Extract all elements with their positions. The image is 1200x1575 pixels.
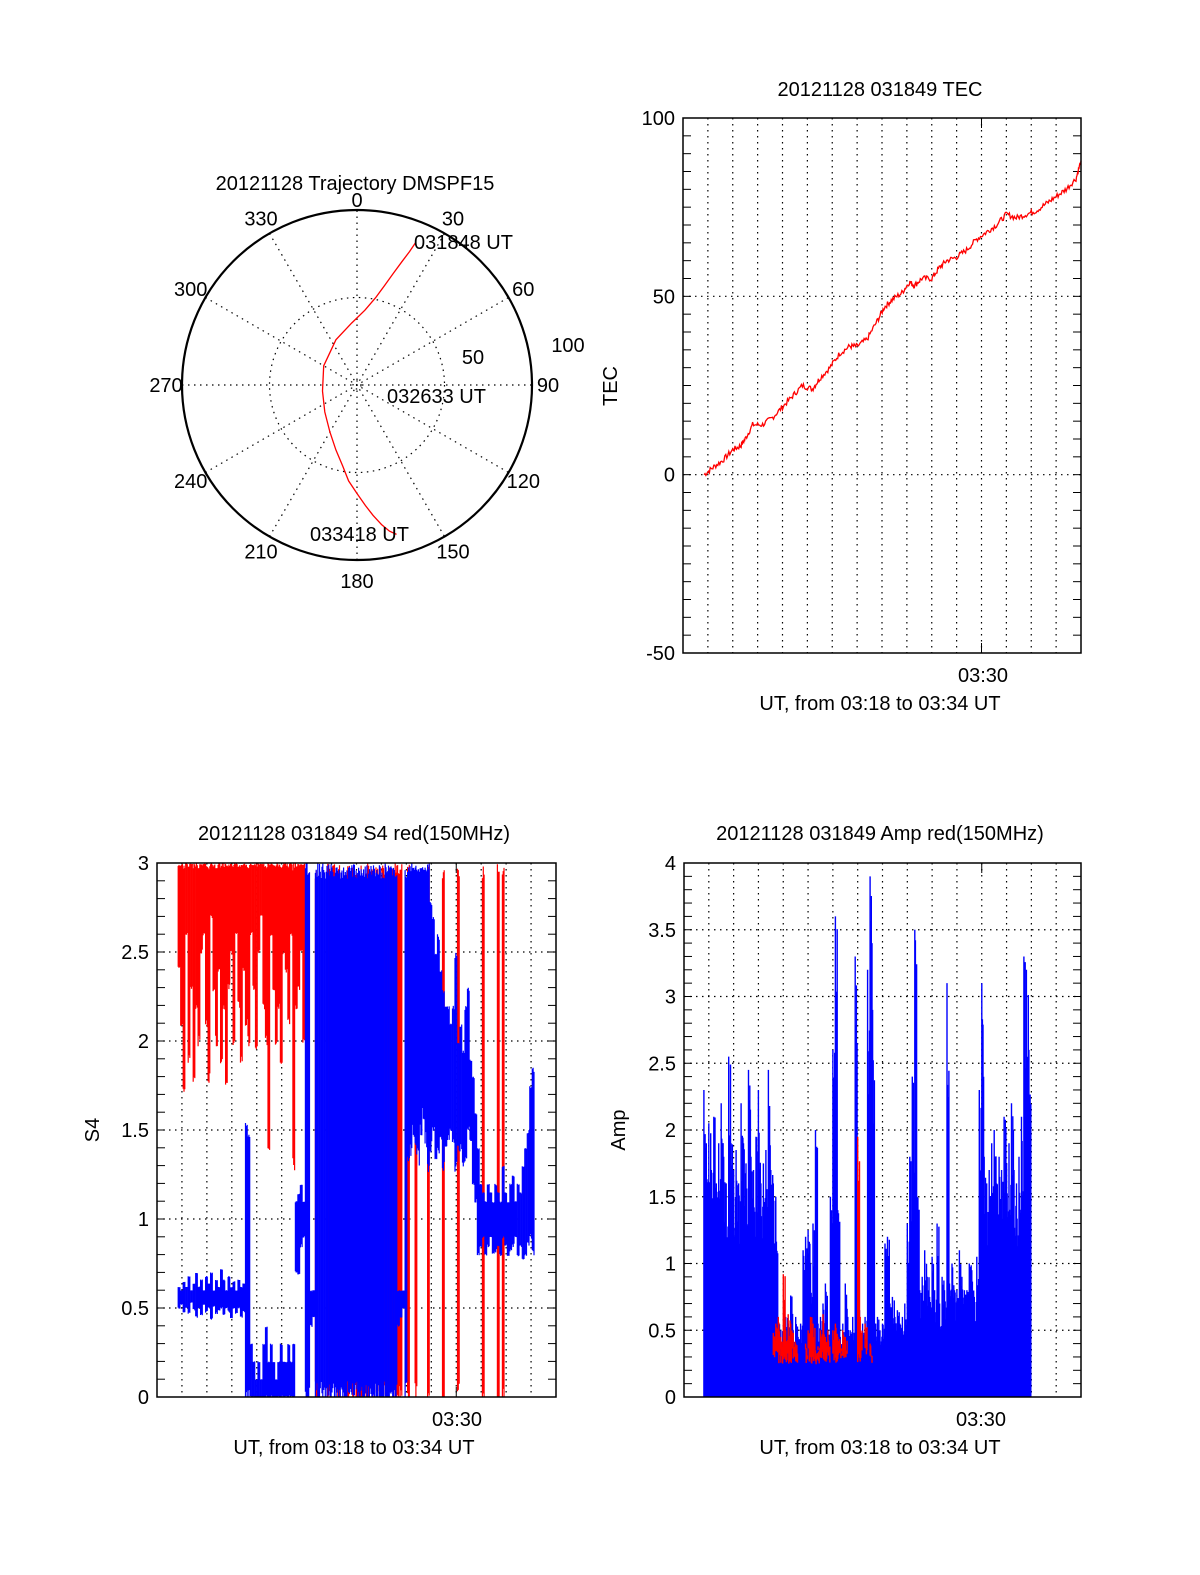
tec-y-tick-label: -50 bbox=[646, 643, 675, 665]
polar-azimuth-label: 210 bbox=[244, 541, 277, 563]
polar-annotation-mid: 032633 UT bbox=[387, 386, 486, 408]
amp-y-tick-label: 0.5 bbox=[648, 1320, 676, 1342]
tec-y-axis-label: TEC bbox=[600, 366, 622, 406]
amp-frame bbox=[683, 862, 1082, 1398]
polar-azimuth-label: 180 bbox=[340, 571, 373, 593]
polar-azimuth-label: 120 bbox=[507, 471, 540, 493]
s4-y-tick-label: 0 bbox=[138, 1387, 149, 1409]
polar-azimuth-label: 240 bbox=[174, 471, 207, 493]
tec-frame bbox=[682, 117, 1082, 654]
polar-azimuth-label: 30 bbox=[442, 209, 464, 231]
amp-x-tick-label: 03:30 bbox=[956, 1409, 1006, 1431]
amp-y-tick-label: 3.5 bbox=[648, 920, 676, 942]
polar-grid-spoke bbox=[268, 233, 446, 537]
tec-y-tick-label: 50 bbox=[653, 286, 675, 308]
amp-title: 20121128 031849 Amp red(150MHz) bbox=[716, 823, 1044, 845]
s4-y-tick-label: 2 bbox=[138, 1031, 149, 1053]
tec-x-axis-label: UT, from 03:18 to 03:34 UT bbox=[759, 693, 1000, 715]
s4-chart: 20121128 031849 S4 red(150MHz) 0 0.5 1 1.5 2… bbox=[82, 823, 557, 1459]
s4-y-tick-label: 0.5 bbox=[121, 1298, 149, 1320]
polar-trajectory-line bbox=[321, 241, 417, 535]
polar-grid-center bbox=[352, 380, 362, 390]
polar-azimuth-label: 150 bbox=[436, 541, 469, 563]
polar-annotation-end: 033418 UT bbox=[310, 524, 409, 546]
amp-y-tick-label: 0 bbox=[665, 1387, 676, 1409]
polar-title: 20121128 Trajectory DMSPF15 bbox=[216, 173, 495, 195]
s4-x-tick-label: 03:30 bbox=[432, 1409, 482, 1431]
tec-series-line bbox=[703, 160, 1082, 477]
tec-y-tick-labels: -50 0 50 100 bbox=[642, 108, 675, 665]
s4-y-tick-label: 2.5 bbox=[121, 942, 149, 964]
polar-azimuth-label: 90 bbox=[537, 375, 559, 397]
polar-trajectory-chart: 20121128 Trajectory DMSPF15 0 30 60 90 120 15… bbox=[149, 173, 584, 593]
polar-radial-label-100: 100 bbox=[551, 335, 584, 357]
tec-chart: 20121128 031849 TEC -50 0 50 100 03:30 UT, … bbox=[600, 79, 1082, 715]
polar-azimuth-labels: 0 30 60 90 120 150 180 210 240 270 300 330 bbox=[149, 190, 559, 593]
tec-grid bbox=[683, 117, 1081, 654]
tec-marks bbox=[703, 160, 1082, 477]
polar-azimuth-label: 330 bbox=[244, 209, 277, 231]
s4-marks bbox=[177, 863, 535, 1397]
amp-y-axis-label: Amp bbox=[608, 1109, 630, 1150]
s4-y-axis-label: S4 bbox=[82, 1118, 104, 1142]
s4-y-tick-label: 3 bbox=[138, 853, 149, 875]
amp-y-tick-label: 3 bbox=[665, 987, 676, 1009]
s4-y-tick-labels: 0 0.5 1 1.5 2 2.5 3 bbox=[121, 853, 149, 1409]
tec-y-tick-label: 0 bbox=[664, 465, 675, 487]
amp-chart: 20121128 031849 Amp red(150MHz) 0 0.5 1 1.5… bbox=[608, 823, 1082, 1459]
polar-grid-circle-50 bbox=[268, 296, 446, 474]
tec-title: 20121128 031849 TEC bbox=[778, 79, 983, 101]
polar-annotation-start: 031848 UT bbox=[414, 232, 513, 254]
amp-y-tick-label: 1 bbox=[665, 1254, 676, 1276]
amp-y-tick-label: 4 bbox=[665, 853, 676, 875]
s4-title: 20121128 031849 S4 red(150MHz) bbox=[198, 823, 510, 845]
tec-x-tick-label: 03:30 bbox=[958, 665, 1008, 687]
s4-series-blue bbox=[177, 863, 535, 1397]
amp-series-red bbox=[772, 1136, 873, 1365]
polar-azimuth-label: 60 bbox=[512, 279, 534, 301]
amp-y-tick-label: 2.5 bbox=[648, 1053, 676, 1075]
amp-marks bbox=[703, 876, 1032, 1397]
amp-y-tick-label: 2 bbox=[665, 1120, 676, 1142]
polar-azimuth-label: 0 bbox=[351, 190, 362, 212]
s4-frame bbox=[156, 862, 557, 1398]
s4-y-tick-label: 1 bbox=[138, 1209, 149, 1231]
polar-azimuth-label: 300 bbox=[174, 279, 207, 301]
s4-x-axis-label: UT, from 03:18 to 03:34 UT bbox=[233, 1437, 474, 1459]
amp-x-axis-label: UT, from 03:18 to 03:34 UT bbox=[759, 1437, 1000, 1459]
tec-y-tick-label: 100 bbox=[642, 108, 675, 130]
polar-azimuth-label: 270 bbox=[149, 375, 182, 397]
polar-radial-label-50: 50 bbox=[462, 347, 484, 369]
polar-outer-circle bbox=[180, 208, 534, 562]
polar-grid bbox=[182, 210, 532, 560]
amp-y-tick-label: 1.5 bbox=[648, 1187, 676, 1209]
amp-y-tick-labels: 0 0.5 1 1.5 2 2.5 3 3.5 4 bbox=[648, 853, 676, 1409]
s4-y-tick-label: 1.5 bbox=[121, 1120, 149, 1142]
